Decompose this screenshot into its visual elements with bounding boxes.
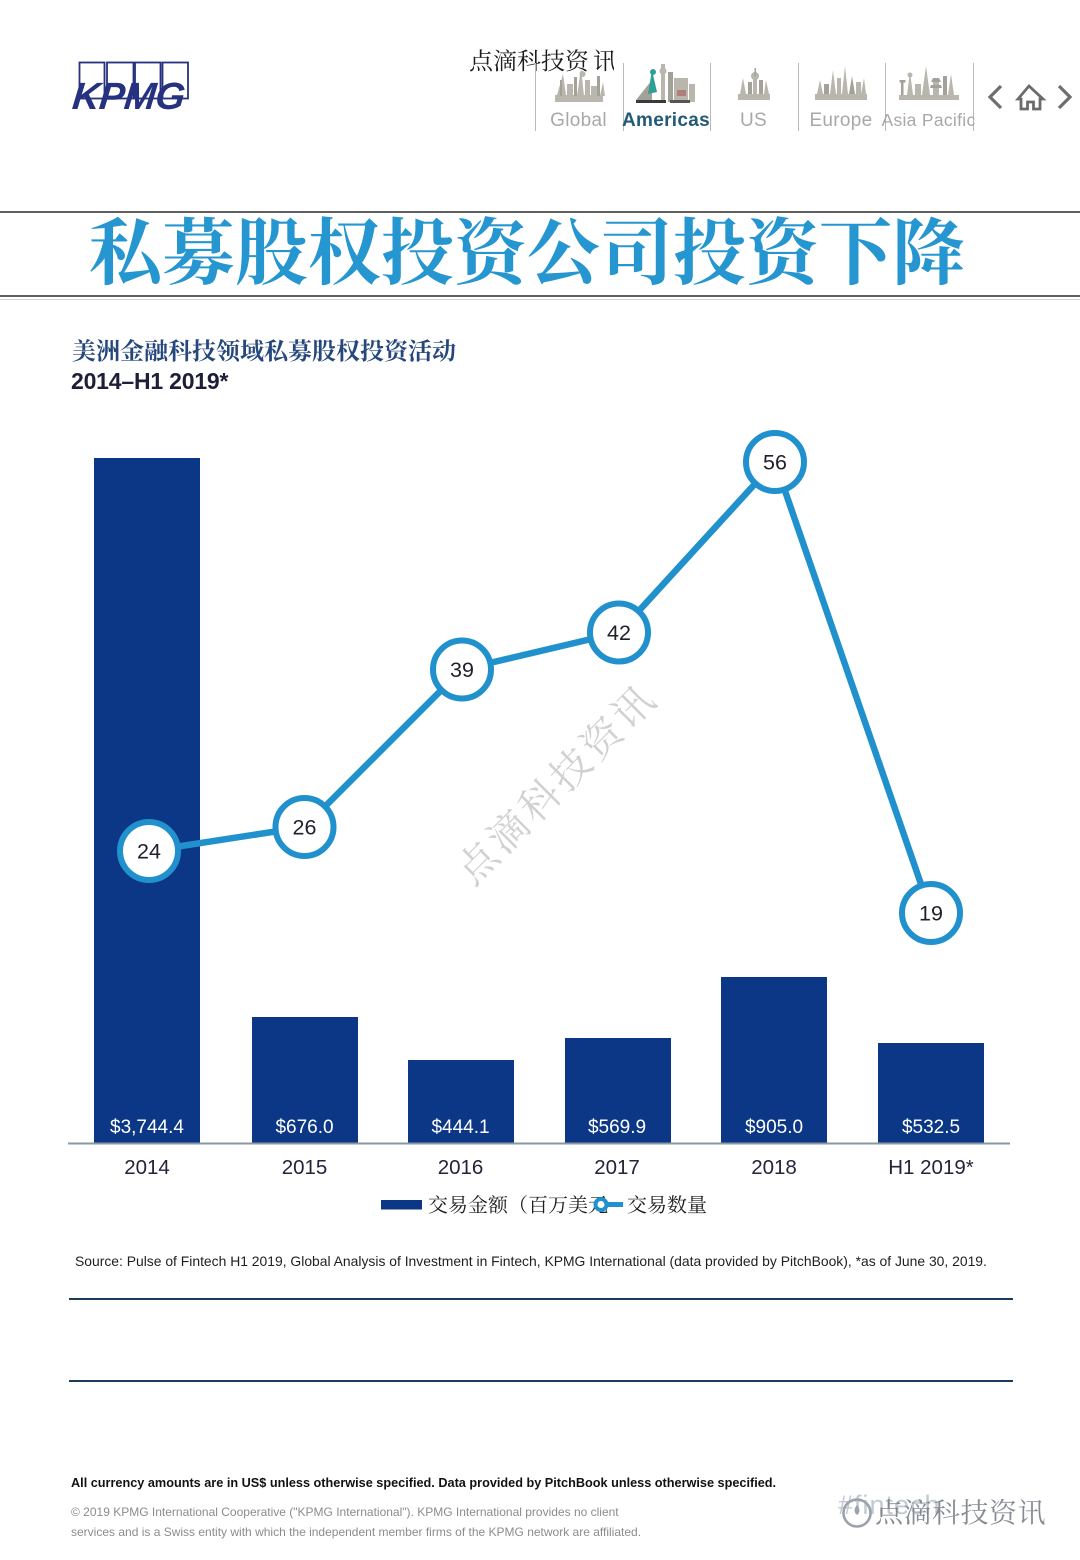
svg-text:2015: 2015: [282, 1156, 328, 1179]
svg-text:$3,744.4: $3,744.4: [110, 1117, 184, 1138]
svg-text:2017: 2017: [594, 1156, 640, 1179]
svg-text:2018: 2018: [751, 1156, 797, 1179]
svg-text:2014: 2014: [124, 1156, 170, 1179]
svg-text:26: 26: [293, 816, 317, 840]
svg-text:$905.0: $905.0: [745, 1117, 803, 1138]
svg-text:$676.0: $676.0: [275, 1117, 333, 1138]
svg-text:2016: 2016: [438, 1156, 484, 1179]
svg-text:24: 24: [137, 840, 161, 864]
svg-text:$532.5: $532.5: [902, 1117, 960, 1138]
svg-text:56: 56: [763, 451, 787, 475]
svg-text:19: 19: [919, 902, 943, 926]
svg-text:H1 2019*: H1 2019*: [888, 1156, 974, 1179]
svg-text:$569.9: $569.9: [588, 1117, 646, 1138]
svg-text:39: 39: [450, 658, 474, 682]
svg-text:42: 42: [607, 621, 631, 645]
svg-text:KPMG: KPMG: [70, 76, 186, 117]
svg-text:$444.1: $444.1: [431, 1117, 489, 1138]
